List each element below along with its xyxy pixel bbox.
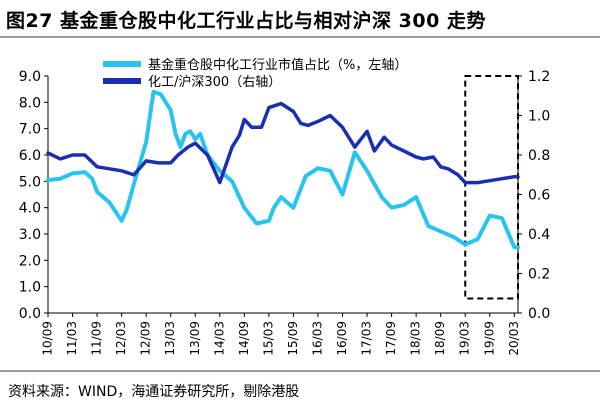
- x-tick-label: 19/09: [482, 321, 496, 356]
- x-tick-label: 17/09: [384, 321, 398, 356]
- x-tick-label: 14/03: [212, 321, 226, 356]
- left-tick-label: 9.0: [19, 69, 41, 85]
- right-tick-label: 1.2: [528, 69, 550, 85]
- series-line-relative: [46, 101, 520, 185]
- right-tick-label: 0.6: [528, 188, 550, 204]
- right-tick-label: 0.2: [528, 267, 550, 283]
- left-tick-label: 5.0: [19, 174, 41, 190]
- x-axis: 10/09 11/03 11/09 12/03 12/09 13/03 13/09 14/03…: [41, 312, 521, 356]
- series-line-fund-share: [46, 89, 520, 250]
- x-tick-label: 13/03: [163, 321, 177, 356]
- left-tick-label: 6.0: [19, 148, 41, 164]
- left-tick-label: 2.0: [19, 253, 41, 269]
- x-tick-label: 12/03: [114, 321, 128, 356]
- line-chart: 0.0 1.0 2.0 3.0 4.0 5.0 6.0 7.0 8.0 9.0 0.0 0.2 0.4…: [19, 57, 551, 356]
- right-tick-label: 1.0: [528, 109, 550, 125]
- title-bar: 图27 基金重仓股中化工行业占比与相对沪深 300 走势: [0, 0, 600, 38]
- highlight-box: [464, 75, 519, 300]
- left-tick-label: 4.0: [19, 201, 41, 217]
- x-tick-label: 12/09: [139, 321, 153, 356]
- x-tick-label: 11/09: [90, 321, 104, 356]
- x-tick-label: 11/03: [65, 321, 79, 356]
- left-tick-label: 7.0: [19, 122, 41, 138]
- x-tick-label: 20/03: [507, 321, 521, 356]
- source-bar: 资料来源：WIND，海通证券研究所，剔除港股: [0, 370, 600, 410]
- x-tick-label: 18/03: [409, 321, 423, 356]
- x-tick-label: 13/09: [188, 321, 202, 356]
- series-layer: [46, 89, 520, 250]
- x-tick-label: 18/09: [433, 321, 447, 356]
- left-tick-label: 0.0: [19, 306, 41, 322]
- x-tick-label: 14/09: [237, 321, 251, 356]
- left-tick-label: 8.0: [19, 95, 41, 111]
- source-note: 资料来源：WIND，海通证券研究所，剔除港股: [8, 384, 300, 400]
- right-axis: 0.0 0.2 0.4 0.6 0.8 1.0 1.2: [517, 69, 550, 322]
- x-tick-label: 19/03: [458, 321, 472, 356]
- x-tick-label: 16/03: [310, 321, 324, 356]
- x-tick-label: 10/09: [41, 321, 55, 356]
- legend: 基金重仓股中化工行业市值占比（%，左轴） 化工/沪深300（右轴）: [103, 57, 407, 90]
- left-tick-label: 1.0: [19, 280, 41, 296]
- x-tick-label: 17/03: [360, 321, 374, 356]
- right-tick-label: 0.0: [528, 306, 550, 322]
- right-tick-label: 0.4: [528, 227, 550, 243]
- left-tick-label: 3.0: [19, 227, 41, 243]
- x-tick-label: 15/09: [286, 321, 300, 356]
- left-axis: 0.0 1.0 2.0 3.0 4.0 5.0 6.0 7.0 8.0 9.0: [19, 69, 49, 322]
- chart-title: 图27 基金重仓股中化工行业占比与相对沪深 300 走势: [6, 10, 486, 32]
- legend-label-fund-share: 基金重仓股中化工行业市值占比（%，左轴）: [148, 57, 407, 73]
- highlight-region: [464, 75, 519, 300]
- legend-label-relative: 化工/沪深300（右轴）: [148, 74, 281, 90]
- right-tick-label: 0.8: [528, 148, 550, 164]
- x-tick-label: 16/09: [335, 321, 349, 356]
- x-tick-label: 15/03: [261, 321, 275, 356]
